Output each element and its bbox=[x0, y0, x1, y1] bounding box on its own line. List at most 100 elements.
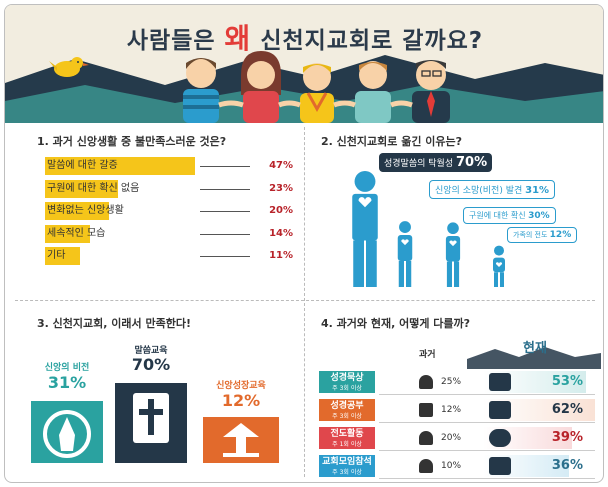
panel-2-callout-3: 구원에 대한 확신 30% bbox=[463, 207, 556, 224]
horizontal-divider bbox=[15, 300, 595, 301]
bible-icon bbox=[489, 401, 511, 419]
panel-1-bar bbox=[45, 224, 90, 243]
panel-3-value-1: 31% bbox=[47, 373, 87, 392]
panel-4-category-sub: 주 3회 이상 bbox=[332, 469, 362, 476]
bird-icon bbox=[49, 57, 89, 77]
title-after: 신천지교회로 갈까요? bbox=[260, 28, 484, 54]
person-3-illustration bbox=[300, 63, 334, 123]
panel-4-present-value: 39% bbox=[551, 430, 583, 445]
panel-1-leader-line bbox=[200, 211, 250, 212]
header-illustration bbox=[5, 5, 603, 123]
person-5-illustration bbox=[412, 60, 450, 123]
panel-1-label: 변화없는 신앙생활 bbox=[47, 205, 124, 216]
panel-1-bar bbox=[45, 179, 118, 198]
panel-4-category-sub: 주 3회 이상 bbox=[332, 413, 362, 420]
panel-1-leader-line bbox=[200, 233, 250, 235]
panel-1-percent: 20% bbox=[269, 205, 293, 216]
panel-1-percent: 47% bbox=[269, 160, 293, 171]
panel-2-callout-2: 신앙의 소망(비전) 발견 31% bbox=[429, 180, 556, 199]
panel-3-value-3: 12% bbox=[221, 391, 261, 410]
panel-2-label-1: 성경말씀의 탁월성 bbox=[384, 159, 454, 169]
panel-3-label-1: 신앙의 비전 bbox=[44, 363, 90, 373]
panel-2-figure bbox=[493, 245, 505, 287]
growth-icon bbox=[203, 417, 279, 463]
praying-hands-icon bbox=[31, 401, 103, 463]
panel-2-figures bbox=[352, 171, 505, 287]
panel-2-label-3: 구원에 대한 확신 bbox=[469, 211, 526, 220]
panel-4-category-sub: 주 1회 이상 bbox=[332, 441, 362, 448]
people-icon bbox=[419, 459, 433, 473]
panel-4-past-value: 25% bbox=[441, 377, 462, 387]
panel-4-row-separator bbox=[379, 478, 595, 479]
panel-4-row-separator bbox=[379, 450, 595, 451]
panel-1-label: 말씀에 대한 갈증 bbox=[47, 160, 118, 171]
meditation-icon bbox=[419, 375, 433, 389]
past-header: 과거 bbox=[419, 350, 436, 360]
title-before: 사람들은 bbox=[126, 28, 216, 54]
panel-4-present-value: 36% bbox=[551, 458, 583, 473]
vertical-divider bbox=[304, 127, 305, 477]
panel-4-past-value: 20% bbox=[441, 433, 462, 443]
panel-4-category-label: 성경묵상 bbox=[330, 373, 364, 383]
person-2-illustration bbox=[241, 51, 281, 123]
panel-1-percent: 23% bbox=[269, 182, 293, 194]
panel-2-label-4: 가족의 전도 bbox=[513, 231, 548, 239]
globe-icon bbox=[489, 429, 511, 447]
panel-4-past-value: 10% bbox=[441, 461, 462, 471]
panel-1-row: 변화없는 신앙생활 20% bbox=[45, 202, 293, 220]
group-meditation-icon bbox=[489, 373, 511, 391]
panel-4-title: 4. 과거와 현재, 어떻게 다를까? bbox=[321, 317, 471, 330]
panel-2-callout-4: 가족의 전도 12% bbox=[507, 227, 578, 243]
panel-2-title: 2. 신천지교회로 옮긴 이유는? bbox=[321, 135, 463, 148]
panel-3-blocks bbox=[31, 383, 279, 463]
bible-icon bbox=[419, 403, 433, 417]
panel-1-row: 구원에 대한 확신 없음 23% bbox=[45, 179, 293, 198]
title-highlight: 왜 bbox=[224, 22, 252, 55]
panel-1-label: 세속적인 모습 bbox=[47, 227, 106, 239]
evangelism-icon bbox=[419, 431, 433, 445]
panel-2-callout-1: 성경말씀의 탁월성 70% bbox=[379, 153, 493, 172]
panel-4-row-separator bbox=[379, 422, 595, 423]
panel-3-value-2: 70% bbox=[131, 355, 171, 374]
panel-1-bar bbox=[45, 247, 80, 265]
panel-4-category-label: 전도활동 bbox=[330, 429, 364, 439]
panel-4-row-separator bbox=[379, 394, 595, 395]
person-1-illustration bbox=[183, 58, 219, 123]
panel-2-figure bbox=[445, 222, 461, 287]
panel-4-category-label: 교회모임참석 bbox=[322, 457, 372, 467]
panel-4-present-bar bbox=[483, 399, 595, 421]
panel-3-label-3: 신앙성장교육 bbox=[216, 381, 266, 391]
panel-1-row: 기타 11% bbox=[45, 247, 293, 265]
present-header: 현재 bbox=[523, 341, 547, 356]
panel-4-category-label: 성경공부 bbox=[330, 401, 364, 411]
panel-4-category-sub: 주 3회 이상 bbox=[332, 385, 362, 392]
panel-1-bar bbox=[45, 157, 195, 175]
panel-2-value-1: 70% bbox=[455, 155, 488, 170]
panel-3-title: 3. 신천지교회, 이래서 만족한다! bbox=[37, 317, 191, 330]
panel-1-row: 세속적인 모습 14% bbox=[45, 224, 293, 243]
panel-4-present-value: 53% bbox=[551, 374, 583, 389]
panel-2-figure bbox=[352, 171, 378, 287]
page-title: 사람들은 왜 신천지교회로 갈까요? bbox=[5, 17, 603, 57]
panel-2-value-3: 30% bbox=[528, 211, 550, 221]
panel-2-figure bbox=[397, 221, 413, 287]
panel-4-past-value: 12% bbox=[441, 405, 462, 415]
panel-1-percent: 14% bbox=[269, 227, 293, 239]
header-banner: 사람들은 왜 신천지교회로 갈까요? bbox=[5, 5, 603, 123]
panel-4-present-background bbox=[467, 347, 601, 369]
panel-1-leader-line bbox=[200, 188, 250, 190]
panel-1-label: 구원에 대한 확신 없음 bbox=[47, 182, 140, 194]
panel-1-leader-line bbox=[200, 166, 250, 167]
panel-1-row: 말씀에 대한 갈증 47% bbox=[45, 157, 293, 175]
people-group-icon bbox=[489, 457, 511, 475]
panel-4-present-value: 62% bbox=[551, 402, 583, 417]
